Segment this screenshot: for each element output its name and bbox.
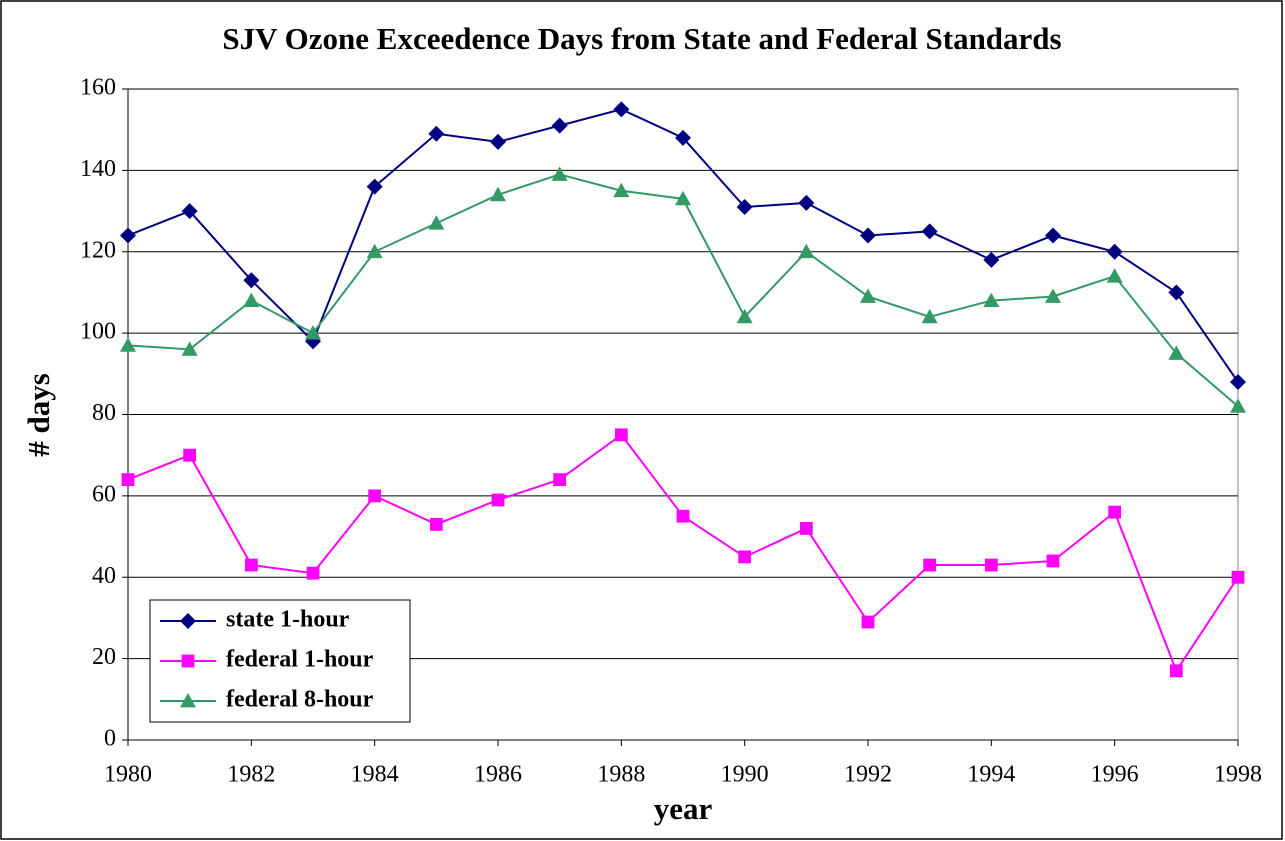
marker xyxy=(120,337,136,352)
marker xyxy=(921,223,938,240)
legend-label: federal 8-hour xyxy=(226,687,374,713)
x-tick-label: 1988 xyxy=(597,762,645,788)
x-tick-label: 1996 xyxy=(1091,762,1139,788)
marker xyxy=(798,243,815,259)
marker xyxy=(983,251,1000,268)
marker xyxy=(551,117,568,134)
marker xyxy=(306,566,320,580)
y-axis-label: # days xyxy=(21,373,56,457)
marker xyxy=(1168,284,1185,301)
legend-label: state 1-hour xyxy=(226,607,350,633)
marker xyxy=(675,190,691,206)
marker xyxy=(491,493,505,507)
x-tick-label: 1998 xyxy=(1214,762,1262,788)
marker xyxy=(1231,570,1245,584)
x-tick-label: 1980 xyxy=(104,762,152,788)
marker xyxy=(180,613,196,629)
marker xyxy=(553,473,567,486)
y-tick-label: 40 xyxy=(92,563,116,589)
marker xyxy=(613,101,630,118)
marker xyxy=(860,227,876,244)
marker xyxy=(984,558,998,572)
marker xyxy=(551,166,568,181)
marker xyxy=(1045,288,1061,303)
marker xyxy=(490,186,506,202)
x-tick-label: 1984 xyxy=(351,762,399,788)
marker xyxy=(121,473,135,486)
marker xyxy=(1168,345,1185,360)
marker xyxy=(183,448,197,462)
x-tick-label: 1982 xyxy=(227,762,275,788)
marker xyxy=(798,194,815,211)
marker xyxy=(429,517,443,531)
marker xyxy=(490,133,506,150)
legend-label: federal 1-hour xyxy=(226,647,374,673)
marker xyxy=(368,489,382,503)
marker xyxy=(180,693,196,708)
x-tick-label: 1986 xyxy=(474,762,522,788)
marker xyxy=(366,243,383,259)
marker xyxy=(983,292,1000,307)
marker xyxy=(1106,268,1123,283)
marker xyxy=(1230,398,1246,413)
marker xyxy=(428,125,445,142)
marker xyxy=(921,308,938,324)
marker xyxy=(120,227,136,244)
marker xyxy=(366,178,383,195)
marker xyxy=(244,558,258,572)
marker xyxy=(861,615,875,629)
chart-title: SJV Ozone Exceedence Days from State and… xyxy=(222,21,1061,56)
marker xyxy=(181,654,195,668)
marker xyxy=(676,509,690,523)
marker xyxy=(860,288,876,303)
marker xyxy=(614,428,628,442)
marker xyxy=(736,198,753,215)
y-tick-label: 0 xyxy=(104,726,116,752)
y-tick-label: 160 xyxy=(80,75,116,101)
marker xyxy=(1045,227,1061,244)
marker xyxy=(305,325,321,340)
marker xyxy=(181,341,198,356)
y-tick-label: 140 xyxy=(80,156,116,182)
marker xyxy=(736,308,753,324)
marker xyxy=(1169,664,1183,678)
marker xyxy=(243,272,260,289)
x-tick-label: 1990 xyxy=(721,762,769,788)
x-tick-label: 1992 xyxy=(844,762,892,788)
marker xyxy=(1046,554,1060,568)
y-tick-label: 120 xyxy=(80,237,116,263)
marker xyxy=(675,129,691,146)
marker xyxy=(428,215,445,230)
marker xyxy=(613,182,630,198)
marker xyxy=(1106,243,1123,260)
marker xyxy=(738,550,752,564)
marker xyxy=(1108,505,1122,519)
marker xyxy=(799,522,813,535)
y-tick-label: 80 xyxy=(92,400,116,426)
y-tick-label: 20 xyxy=(92,644,116,670)
marker xyxy=(923,558,937,572)
y-tick-label: 100 xyxy=(80,319,116,345)
x-tick-label: 1994 xyxy=(967,762,1015,788)
x-axis-label: year xyxy=(654,791,713,826)
y-tick-label: 60 xyxy=(92,481,116,507)
marker xyxy=(1230,373,1246,390)
marker xyxy=(181,203,198,220)
marker xyxy=(243,292,260,307)
